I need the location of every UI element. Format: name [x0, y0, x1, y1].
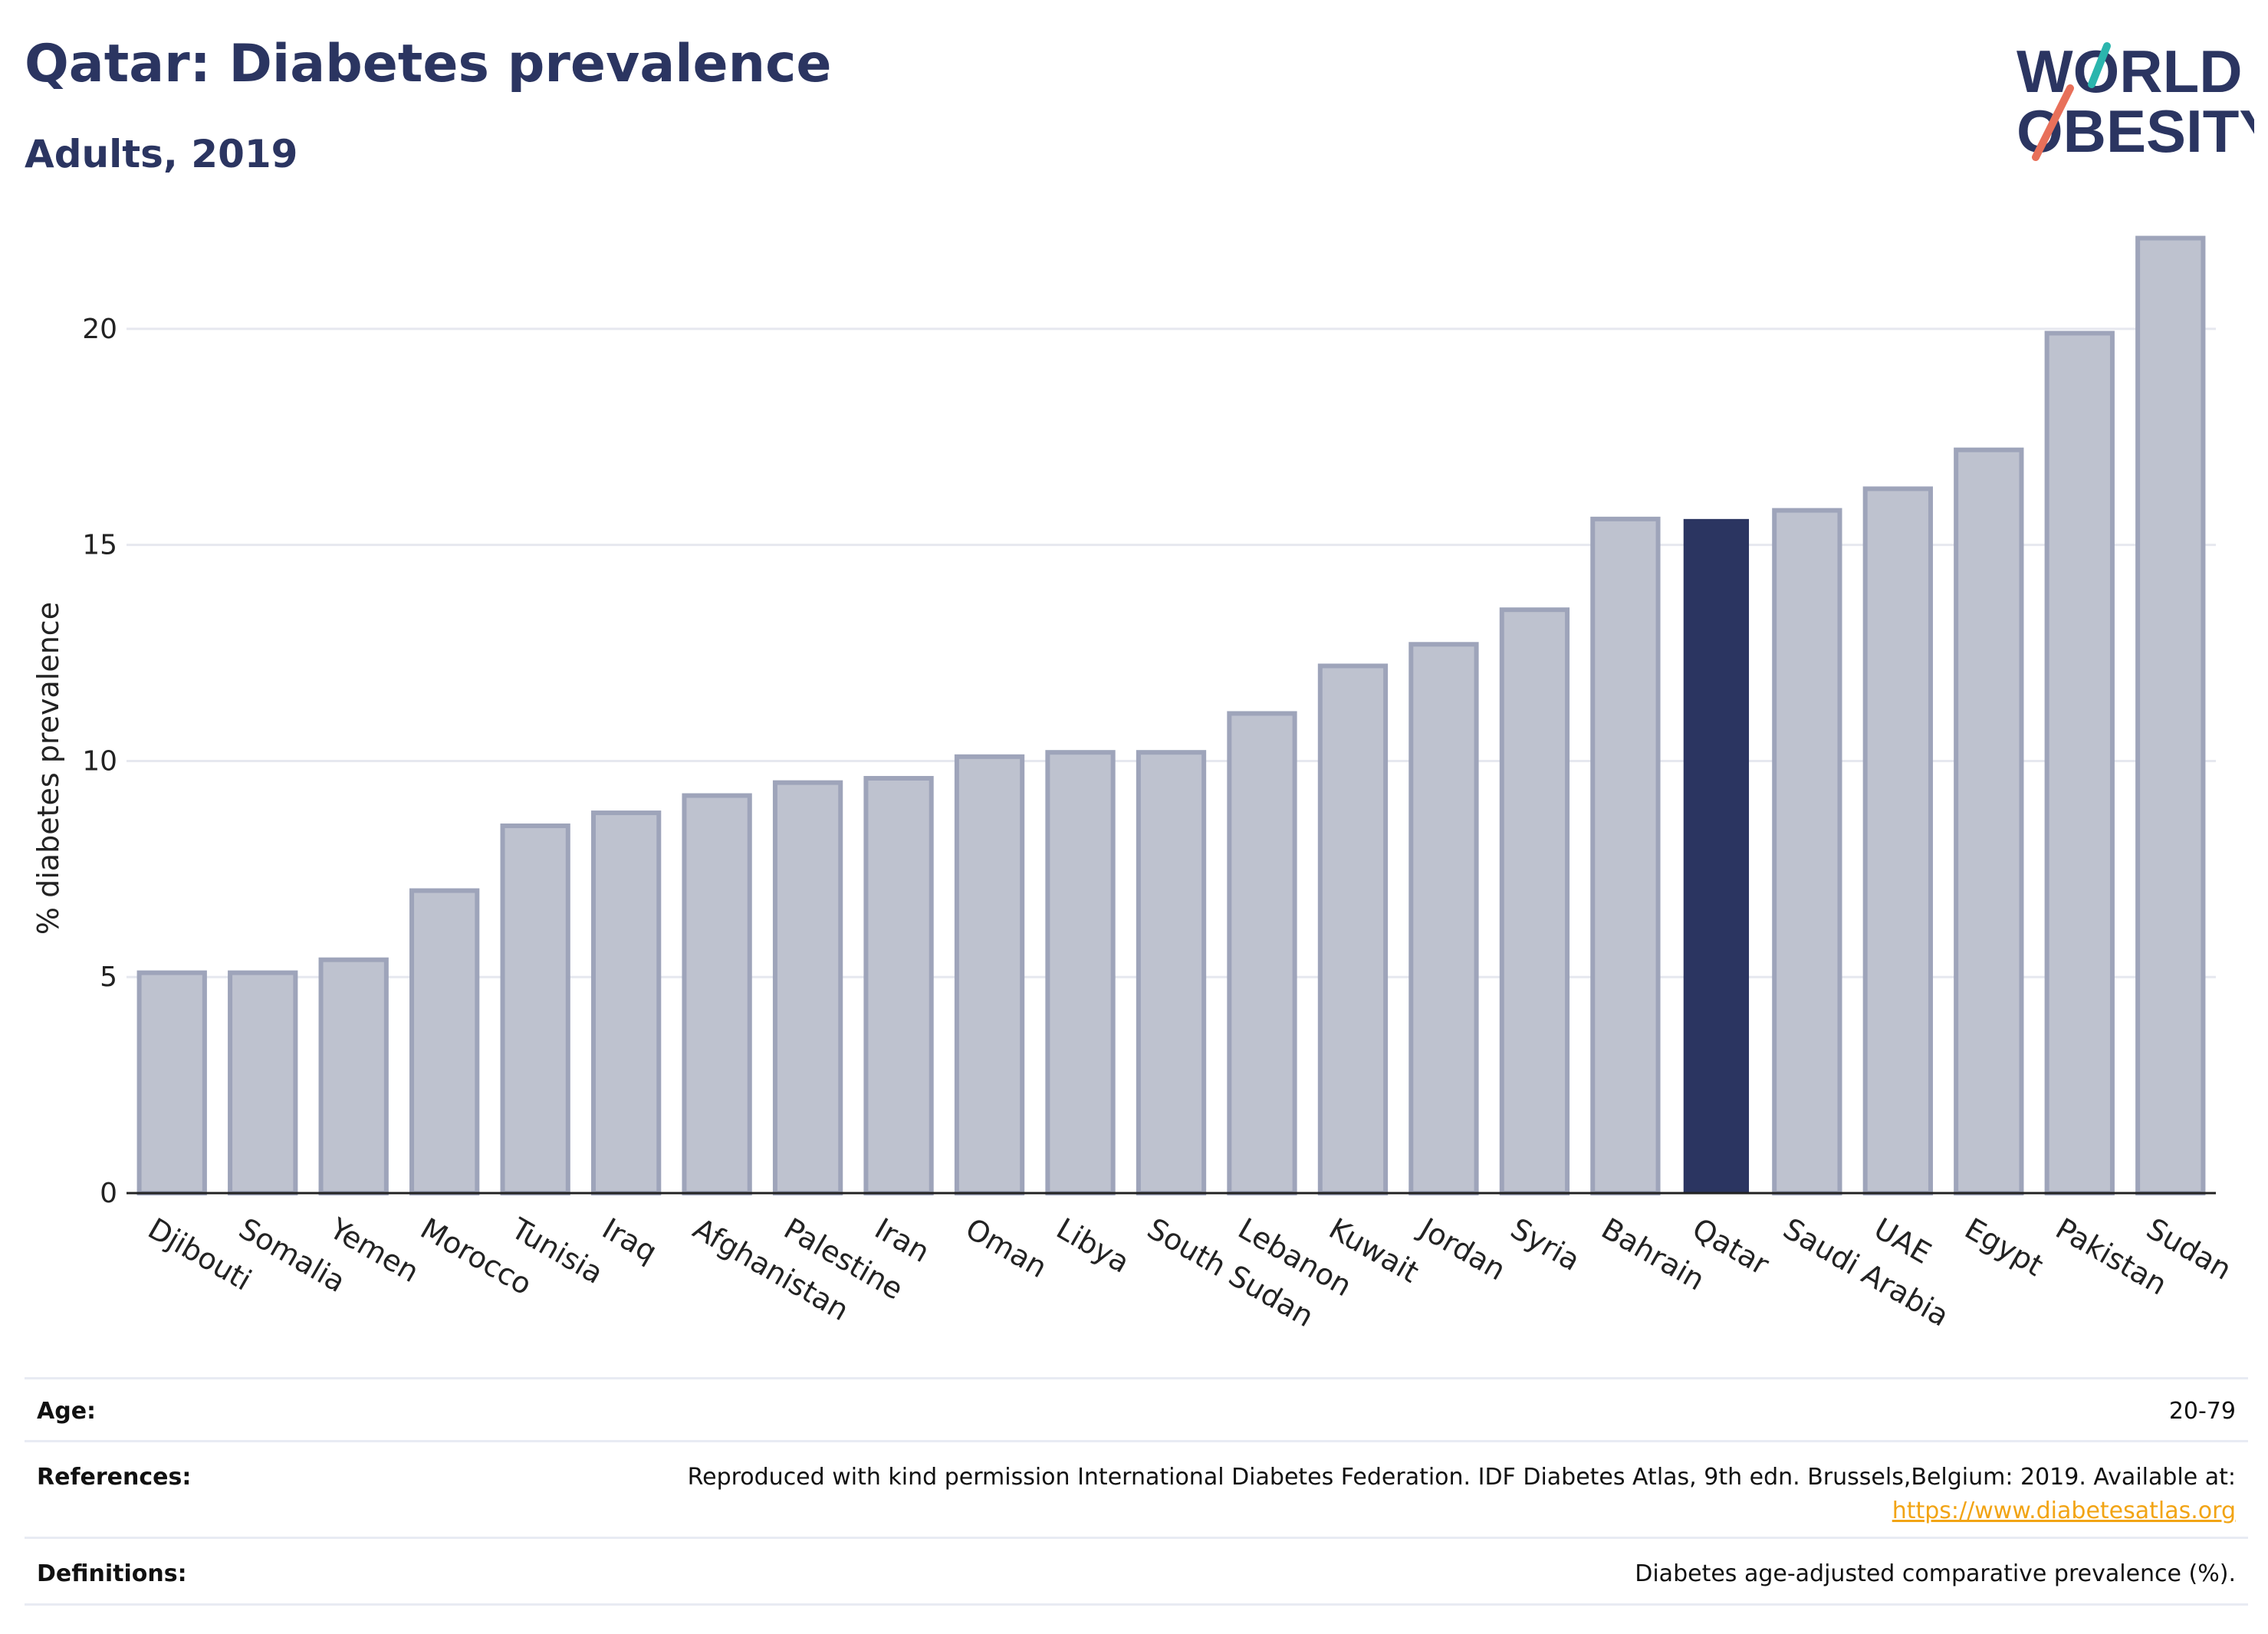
bar-iraq: [590, 810, 662, 1196]
bar-pakistan: [2044, 330, 2115, 1196]
bar-afghanistan: [682, 793, 752, 1196]
world-obesity-logo: WORLD OBESITY: [2017, 38, 2254, 165]
logo-coral-slash: [2032, 84, 2074, 161]
info-row-references: References: Reproduced with kind permiss…: [25, 1440, 2248, 1539]
x-tick-label: Oman: [960, 1212, 1053, 1284]
y-tick-labels: 0 5 10 15 20: [82, 314, 117, 1209]
bar-somalia: [228, 970, 298, 1195]
bar-egypt: [1954, 447, 2024, 1195]
y-tick-label: 15: [82, 530, 117, 561]
y-tick-label: 5: [100, 962, 117, 993]
bar-iran: [863, 775, 934, 1195]
bar-djibouti: [136, 970, 207, 1195]
chart-subtitle: Adults, 2019: [25, 132, 298, 176]
chart-title: Qatar: Diabetes prevalence: [25, 34, 832, 94]
bar-kuwait: [1317, 663, 1389, 1195]
age-label: Age:: [37, 1398, 97, 1425]
y-axis-label: % diabetes prevalence: [31, 602, 65, 935]
info-row-age: Age: 20-79: [25, 1377, 2248, 1442]
x-tick-label: Bahrain: [1596, 1212, 1710, 1297]
definitions-value: Diabetes age-adjusted comparative preval…: [1635, 1560, 2236, 1587]
bar-palestine: [772, 780, 843, 1195]
bar-qatar: [1683, 518, 1750, 1193]
bar-oman: [954, 754, 1025, 1195]
y-tick-label: 10: [82, 745, 117, 777]
x-tick-label: Egypt: [1959, 1212, 2049, 1283]
x-tick-label: Djibouti: [143, 1212, 258, 1297]
bars: [136, 235, 2206, 1196]
logo-line1: WORLD: [2017, 38, 2243, 105]
references-label: References:: [37, 1464, 192, 1491]
x-tick-label: Libya: [1051, 1212, 1136, 1280]
bar-bahrain: [1590, 516, 1661, 1195]
bar-tunisia: [500, 823, 570, 1195]
x-tick-label: Syria: [1505, 1212, 1586, 1277]
definitions-label: Definitions:: [37, 1560, 187, 1587]
bar-syria: [1499, 607, 1570, 1195]
bar-libya: [1045, 750, 1116, 1195]
x-tick-label: Saudi Arabia: [1777, 1212, 1954, 1333]
references-value: Reproduced with kind permission Internat…: [687, 1464, 2236, 1491]
y-tick-label: 20: [82, 314, 117, 345]
bar-morocco: [409, 888, 480, 1195]
y-tick-label: 0: [100, 1178, 117, 1209]
info-row-definitions: Definitions: Diabetes age-adjusted compa…: [25, 1537, 2248, 1606]
bar-saudi-arabia: [1772, 508, 1842, 1195]
x-tick-label: Jordan: [1413, 1211, 1511, 1287]
age-value: 20-79: [2168, 1398, 2236, 1425]
references-link[interactable]: https://www.diabetesatlas.org: [1892, 1498, 2236, 1524]
logo-teal-slash: [2088, 42, 2111, 88]
bar-jordan: [1408, 642, 1479, 1195]
bar-lebanon: [1227, 711, 1297, 1195]
bar-sudan: [2135, 235, 2206, 1195]
bar-chart: 0 5 10 15 20 DjiboutiSomaliaYemenMoroccoTuni…: [31, 235, 2237, 1333]
bar-yemen: [318, 957, 389, 1196]
bar-uae: [1862, 486, 1933, 1195]
bar-south-sudan: [1136, 750, 1207, 1195]
